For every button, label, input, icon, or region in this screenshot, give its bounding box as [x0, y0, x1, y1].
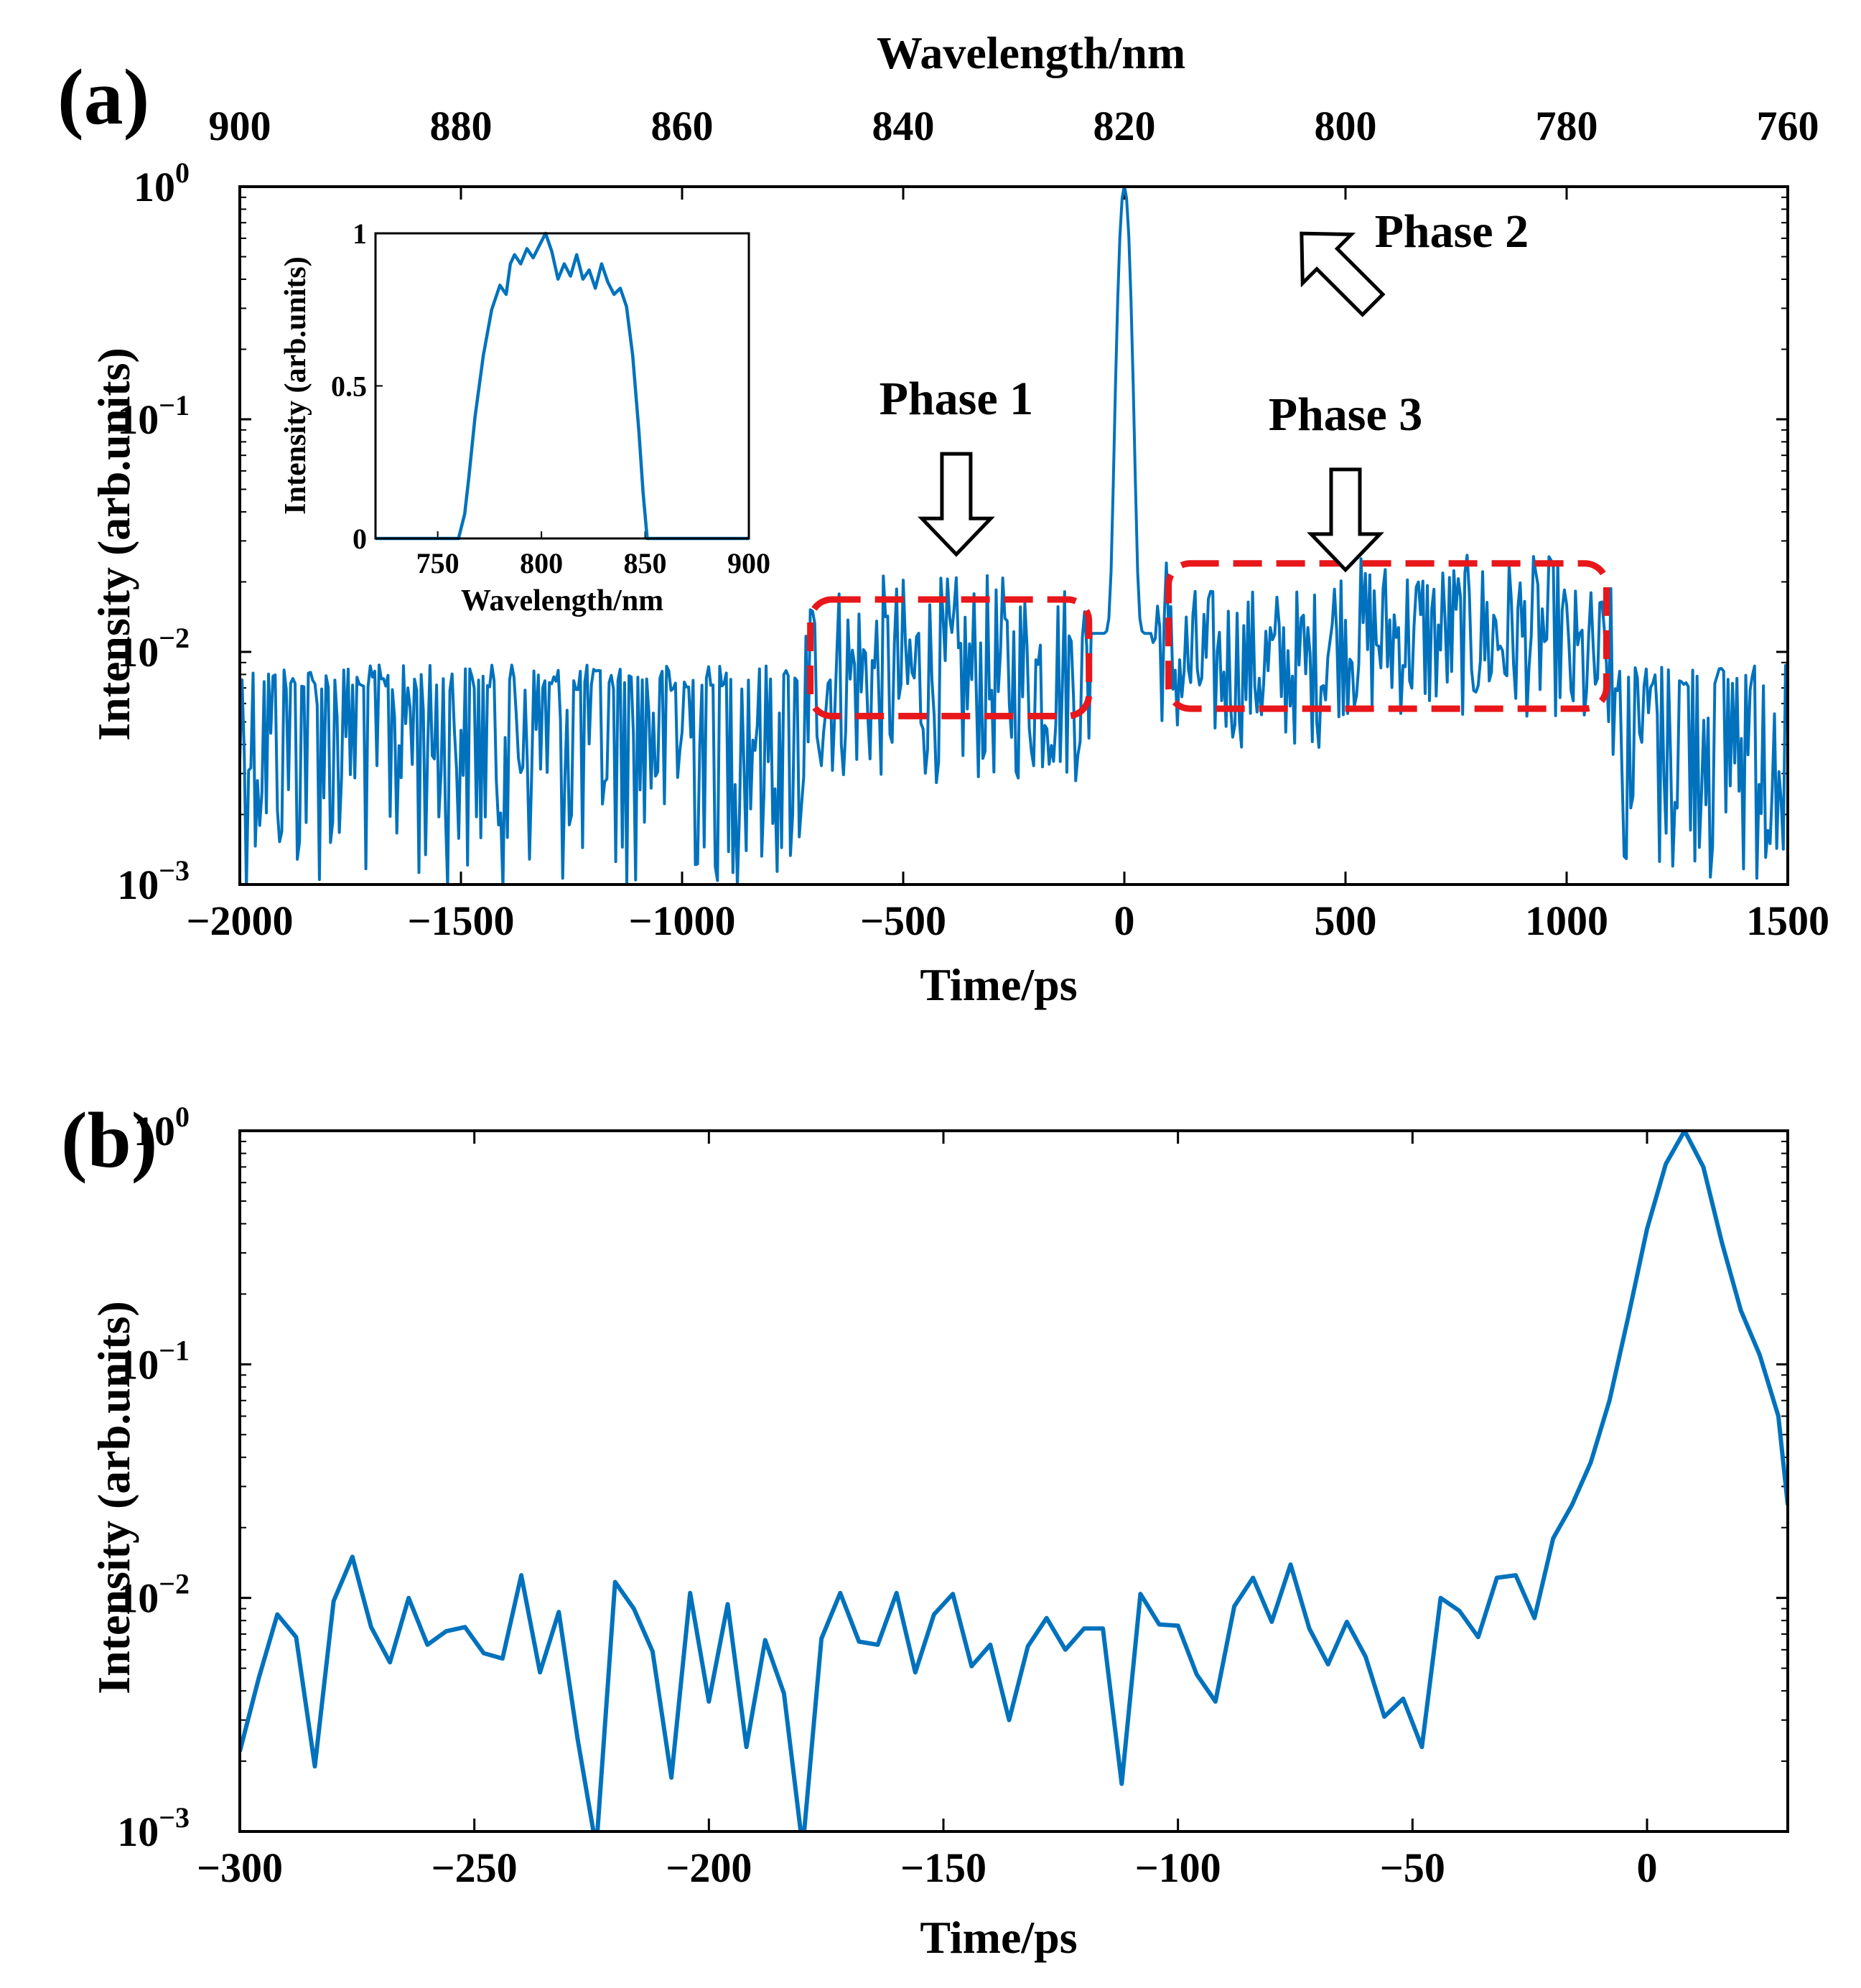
- inset-frame: [374, 232, 750, 540]
- phase3-box: [1165, 560, 1610, 712]
- y-axis-title: Intensity (arb.units): [88, 347, 139, 741]
- top-tick-label: 880: [430, 103, 493, 149]
- annotation-arrow: [1307, 467, 1384, 573]
- x-tick-label: −150: [900, 1844, 987, 1891]
- y-tick-label: 10−1: [117, 389, 190, 443]
- annotation-label: Phase 2: [1375, 205, 1529, 258]
- plot-frame: [238, 1129, 1789, 1833]
- top-axis-title: Wavelength/nm: [877, 27, 1185, 78]
- inset-x-tick-label: 900: [727, 547, 770, 579]
- annotation-arrow: [918, 452, 995, 557]
- inset-y-tick-label: 1: [353, 218, 367, 250]
- signal-series: [240, 187, 1788, 885]
- panel-a: (a) Wavelength/nm 900 880 860 840 820 800 780 7…: [57, 27, 1829, 1010]
- inset-chart: 750 800 850 900 0 0.5 1 Wavelength/nm Intensit…: [279, 218, 770, 617]
- y-tick-label: 100: [134, 1101, 190, 1154]
- inset-x-title: Wavelength/nm: [461, 584, 663, 617]
- top-tick-label: 800: [1315, 103, 1377, 149]
- x-axis-title: Time/ps: [920, 1912, 1077, 1963]
- panel-b-label: (b): [61, 1096, 157, 1184]
- phase1-box: [807, 596, 1093, 719]
- top-tick-label: 840: [872, 103, 935, 149]
- x-tick-label: −200: [666, 1844, 752, 1891]
- annotations: Phase 1 Phase 2 Phase 3: [880, 205, 1529, 573]
- annotation-label: Phase 1: [880, 373, 1034, 425]
- x-tick-label: 1500: [1746, 897, 1829, 944]
- x-tick-label: 0: [1114, 897, 1135, 944]
- y-tick-label: 10−2: [117, 622, 190, 676]
- x-tick-label: −300: [197, 1844, 283, 1891]
- top-tick-label: 820: [1093, 103, 1156, 149]
- annotation-label: Phase 3: [1269, 388, 1423, 441]
- inset-x-tick-label: 800: [520, 547, 563, 579]
- inset-series: [376, 231, 749, 541]
- bottom-axis-ticks: −2000 −1500 −1000 −500 0 500 1000 1500: [186, 872, 1829, 944]
- x-tick-label: 0: [1637, 1844, 1658, 1891]
- plot-area: Phase 1 Phase 2 Phase 3: [238, 185, 1789, 886]
- top-tick-label: 860: [651, 103, 714, 149]
- dashed-boxes: [807, 560, 1610, 719]
- inset-x-tick-label: 750: [416, 547, 460, 579]
- y-axis-title: Intensity (arb.units): [88, 1301, 139, 1694]
- top-tick-label: 900: [209, 103, 271, 149]
- inset-ticks: 750 800 850 900 0 0.5 1: [331, 218, 770, 579]
- bottom-axis-ticks: −300 −250 −200 −150 −100 −50 0: [197, 1131, 1658, 1891]
- signal-series: [240, 1131, 1788, 1831]
- panel-b: (b) −300 −250 −200 −150 −100 −50 0 10−310−210−…: [61, 1096, 1789, 1963]
- inset-background: [376, 233, 749, 538]
- y-tick-label: 100: [134, 157, 190, 210]
- y-tick-label: 10−2: [117, 1568, 190, 1622]
- top-tick-label: 780: [1536, 103, 1598, 149]
- top-tick-label: 760: [1757, 103, 1819, 149]
- x-tick-label: −2000: [186, 897, 293, 944]
- x-tick-label: 500: [1315, 897, 1377, 944]
- inset-y-title: Intensity (arb.units): [279, 256, 312, 514]
- annotation-arrow-shape: [1300, 231, 1386, 317]
- y-tick-label: 10−3: [117, 1801, 190, 1855]
- panel-a-label: (a): [57, 53, 149, 141]
- x-tick-label: −1000: [628, 897, 735, 944]
- y-axis-ticks: 10−3 10−2 10−1 100: [117, 157, 1788, 908]
- annotation-arrow: [1300, 231, 1386, 317]
- inset-x-tick-label: 850: [624, 547, 667, 579]
- x-tick-label: −50: [1380, 1844, 1445, 1891]
- inset-y-tick-label: 0: [353, 523, 367, 555]
- x-tick-label: −500: [860, 897, 946, 944]
- x-tick-label: −1500: [407, 897, 514, 944]
- plot-frame: [238, 185, 1789, 886]
- top-axis-ticks: 900 880 860 840 820 800 780 760: [209, 103, 1819, 200]
- y-axis-ticks: 10−3 10−2 10−1 100: [117, 1101, 1788, 1855]
- y-tick-label: 10−1: [117, 1334, 190, 1388]
- x-tick-label: 1000: [1525, 897, 1608, 944]
- y-tick-label: 10−3: [117, 854, 190, 908]
- inset-y-tick-label: 0.5: [331, 370, 367, 403]
- x-tick-label: −100: [1135, 1844, 1221, 1891]
- x-tick-label: −250: [432, 1844, 518, 1891]
- x-axis-title: Time/ps: [920, 959, 1077, 1010]
